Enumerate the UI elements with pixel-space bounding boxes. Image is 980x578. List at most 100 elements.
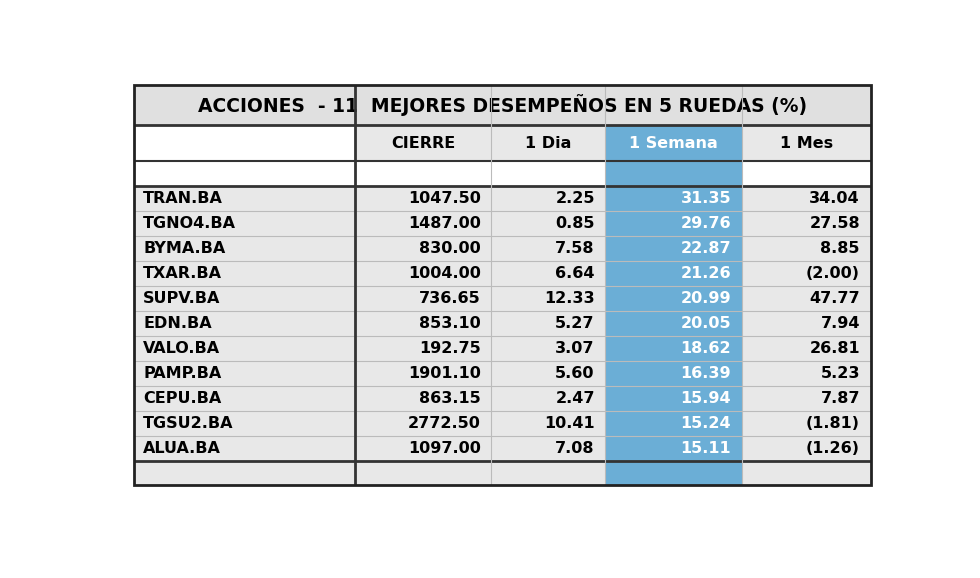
Bar	[606, 436, 742, 461]
Text: 7.58: 7.58	[556, 241, 595, 256]
Text: TGNO4.BA: TGNO4.BA	[143, 216, 236, 231]
Bar	[606, 211, 742, 236]
Bar	[355, 461, 491, 486]
Bar	[606, 361, 742, 386]
Bar	[742, 436, 870, 461]
Text: TGSU2.BA: TGSU2.BA	[143, 416, 233, 431]
Bar	[742, 211, 870, 236]
Text: 0.85: 0.85	[556, 216, 595, 231]
Bar	[491, 311, 606, 336]
Text: 3.07: 3.07	[556, 340, 595, 355]
Text: BYMA.BA: BYMA.BA	[143, 241, 225, 256]
Text: 1 Dia: 1 Dia	[525, 136, 571, 151]
Bar	[742, 125, 870, 161]
Bar	[491, 361, 606, 386]
Text: 1047.50: 1047.50	[408, 191, 480, 206]
Bar	[355, 211, 491, 236]
Bar	[491, 286, 606, 311]
Bar	[606, 386, 742, 410]
Text: 47.77: 47.77	[809, 291, 860, 306]
Bar	[742, 161, 870, 186]
Text: 15.94: 15.94	[680, 391, 731, 406]
Text: ALUA.BA: ALUA.BA	[143, 440, 220, 455]
Text: SUPV.BA: SUPV.BA	[143, 291, 220, 306]
Text: 6.64: 6.64	[556, 266, 595, 281]
Text: (1.26): (1.26)	[806, 440, 860, 455]
Text: 27.58: 27.58	[809, 216, 860, 231]
Bar	[742, 461, 870, 486]
Bar	[134, 461, 355, 486]
Bar	[134, 236, 355, 261]
Text: 1097.00: 1097.00	[408, 440, 480, 455]
Bar	[355, 336, 491, 361]
Bar	[134, 336, 355, 361]
Text: 31.35: 31.35	[680, 191, 731, 206]
Bar	[491, 161, 606, 186]
Bar	[491, 261, 606, 286]
Text: 192.75: 192.75	[418, 340, 480, 355]
Bar	[355, 361, 491, 386]
Text: PAMP.BA: PAMP.BA	[143, 366, 221, 381]
Bar	[355, 410, 491, 436]
Text: 10.41: 10.41	[544, 416, 595, 431]
Bar	[491, 461, 606, 486]
Bar	[606, 286, 742, 311]
Bar	[134, 186, 355, 211]
Text: CEPU.BA: CEPU.BA	[143, 391, 221, 406]
Text: EDN.BA: EDN.BA	[143, 316, 212, 331]
Text: 863.15: 863.15	[418, 391, 480, 406]
Text: 12.33: 12.33	[544, 291, 595, 306]
Bar	[134, 386, 355, 410]
Bar	[134, 311, 355, 336]
Bar	[491, 125, 606, 161]
Text: 5.60: 5.60	[556, 366, 595, 381]
Text: 853.10: 853.10	[418, 316, 480, 331]
Text: 34.04: 34.04	[809, 191, 860, 206]
Bar	[134, 211, 355, 236]
Bar	[606, 410, 742, 436]
Bar	[355, 161, 491, 186]
Bar	[355, 386, 491, 410]
Text: 7.87: 7.87	[820, 391, 860, 406]
Text: 15.11: 15.11	[680, 440, 731, 455]
Bar	[355, 125, 491, 161]
Text: 5.23: 5.23	[820, 366, 860, 381]
Bar	[742, 286, 870, 311]
Bar	[134, 286, 355, 311]
Text: 7.94: 7.94	[820, 316, 860, 331]
Bar	[606, 461, 742, 486]
Bar	[606, 261, 742, 286]
Bar	[742, 386, 870, 410]
Text: 830.00: 830.00	[418, 241, 480, 256]
Bar	[355, 436, 491, 461]
Bar	[742, 361, 870, 386]
Bar	[742, 311, 870, 336]
Text: 18.62: 18.62	[680, 340, 731, 355]
Bar	[606, 125, 742, 161]
Text: 8.85: 8.85	[820, 241, 860, 256]
Text: 1 Semana: 1 Semana	[629, 136, 718, 151]
Text: 1004.00: 1004.00	[408, 266, 480, 281]
Bar	[134, 410, 355, 436]
Bar	[742, 261, 870, 286]
Text: 5.27: 5.27	[556, 316, 595, 331]
Text: 20.99: 20.99	[680, 291, 731, 306]
Bar	[606, 161, 742, 186]
Bar	[491, 211, 606, 236]
Text: 26.81: 26.81	[809, 340, 860, 355]
Text: 21.26: 21.26	[680, 266, 731, 281]
Bar	[355, 311, 491, 336]
Bar	[606, 186, 742, 211]
Bar	[742, 410, 870, 436]
Text: TRAN.BA: TRAN.BA	[143, 191, 222, 206]
Text: 1901.10: 1901.10	[408, 366, 480, 381]
Text: 1487.00: 1487.00	[408, 216, 480, 231]
Bar	[491, 410, 606, 436]
Bar	[491, 236, 606, 261]
Bar	[355, 261, 491, 286]
Text: 15.24: 15.24	[680, 416, 731, 431]
Bar	[491, 436, 606, 461]
Bar	[606, 311, 742, 336]
Bar	[134, 261, 355, 286]
Text: 20.05: 20.05	[680, 316, 731, 331]
